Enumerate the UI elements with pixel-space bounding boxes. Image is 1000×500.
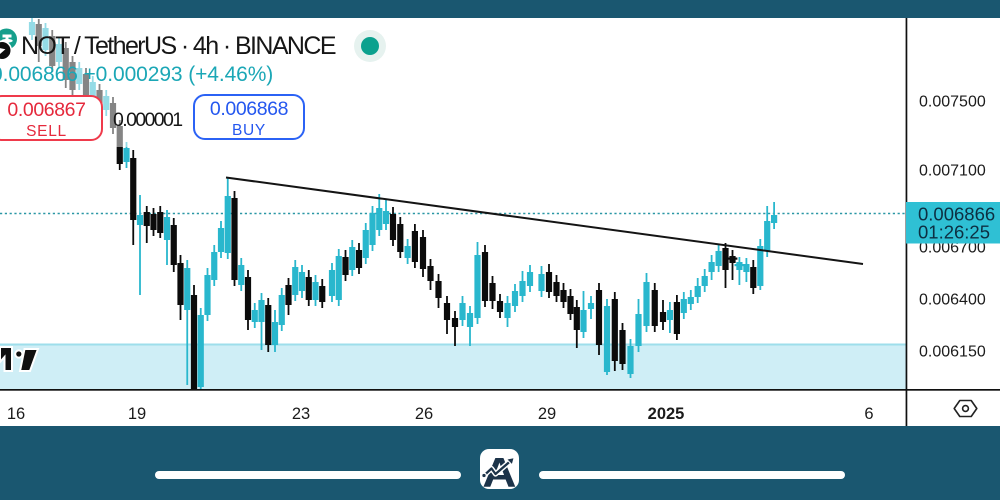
svg-text:19: 19 [128, 405, 146, 423]
svg-text:29: 29 [538, 405, 556, 423]
svg-text:6: 6 [864, 405, 873, 423]
svg-text:23: 23 [292, 405, 310, 423]
svg-text:0.007500: 0.007500 [919, 94, 986, 111]
svg-text:0.007100: 0.007100 [919, 163, 986, 180]
svg-text:26: 26 [415, 405, 433, 423]
svg-text:0.006866: 0.006866 [918, 204, 995, 225]
svg-text:0.006700: 0.006700 [919, 240, 986, 257]
svg-text:16: 16 [7, 405, 25, 423]
svg-text:0.006150: 0.006150 [919, 344, 986, 361]
svg-text:01:26:25: 01:26:25 [918, 222, 990, 243]
svg-text:0.006400: 0.006400 [919, 292, 986, 309]
svg-text:2025: 2025 [648, 405, 685, 423]
